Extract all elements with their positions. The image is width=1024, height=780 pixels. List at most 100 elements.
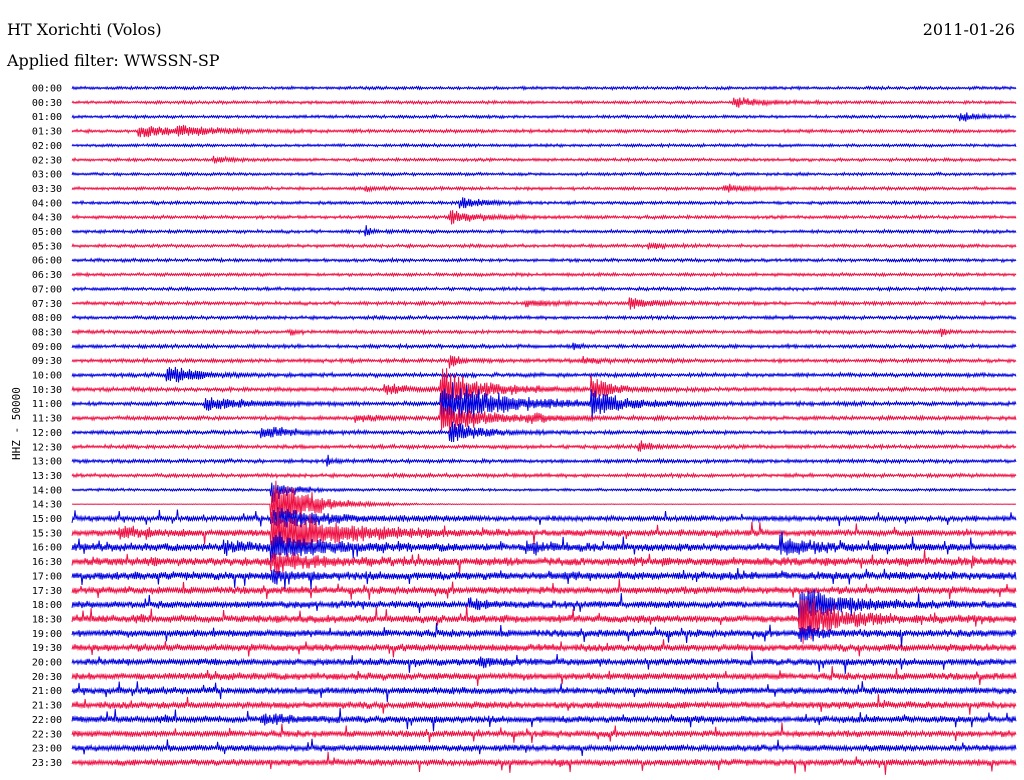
time-tick-label: 20:00 <box>32 658 62 669</box>
trace-line <box>71 482 1017 503</box>
time-tick-label: 07:30 <box>32 299 62 310</box>
trace-line <box>71 530 1017 563</box>
trace-line <box>71 666 1017 687</box>
time-tick-label: 21:00 <box>32 686 62 697</box>
trace-line <box>71 124 1017 138</box>
trace-line <box>71 708 1017 732</box>
time-tick-label: 12:00 <box>32 428 62 439</box>
time-tick-label: 10:30 <box>32 385 62 396</box>
time-tick-label: 00:00 <box>32 84 62 95</box>
time-tick-label: 10:00 <box>32 371 62 382</box>
time-tick-label: 07:00 <box>32 284 62 295</box>
trace-line <box>71 402 1017 434</box>
trace-line <box>71 225 1017 237</box>
time-tick-label: 09:00 <box>32 342 62 353</box>
trace-line <box>71 598 1017 644</box>
trace-line <box>71 314 1017 321</box>
time-tick-label: 12:30 <box>32 442 62 453</box>
time-tick-label: 15:00 <box>32 514 62 525</box>
time-tick-label: 18:00 <box>32 600 62 611</box>
trace-line <box>71 421 1017 443</box>
time-tick-label: 06:30 <box>32 270 62 281</box>
time-tick-label: 02:30 <box>32 155 62 166</box>
trace-line <box>71 507 1017 528</box>
trace-line <box>71 651 1017 674</box>
trace-line <box>71 471 1017 480</box>
trace-line <box>71 285 1017 293</box>
trace-line <box>71 480 1017 529</box>
trace-line <box>71 568 1017 590</box>
time-tick-label: 05:00 <box>32 227 62 238</box>
trace-line <box>71 155 1017 164</box>
trace-line <box>71 751 1017 775</box>
time-tick-label: 23:00 <box>32 744 62 755</box>
time-tick-label: 13:00 <box>32 457 62 468</box>
trace-line <box>71 112 1017 122</box>
time-tick-label: 22:30 <box>32 729 62 740</box>
time-tick-label: 15:30 <box>32 528 62 539</box>
trace-line <box>71 170 1017 178</box>
time-tick-label: 19:30 <box>32 643 62 654</box>
trace-line <box>71 183 1017 193</box>
trace-line <box>71 549 1017 575</box>
time-tick-label: 01:00 <box>32 112 62 123</box>
time-tick-label: 02:00 <box>32 141 62 152</box>
time-tick-label: 08:30 <box>32 327 62 338</box>
time-tick-label: 06:00 <box>32 256 62 267</box>
time-tick-label: 19:00 <box>32 629 62 640</box>
time-tick-label: 13:30 <box>32 471 62 482</box>
trace-line <box>71 588 1017 623</box>
time-tick-label: 05:30 <box>32 241 62 252</box>
filter-label: Applied filter: WWSSN-SP <box>7 51 220 70</box>
trace-line <box>71 722 1017 744</box>
date-label: 2011-01-26 <box>922 20 1015 39</box>
time-tick-label: 11:00 <box>32 399 62 410</box>
time-tick-label: 09:30 <box>32 356 62 367</box>
trace-line <box>71 639 1017 658</box>
time-tick-label: 03:00 <box>32 170 62 181</box>
time-tick-label: 03:30 <box>32 184 62 195</box>
trace-line <box>71 355 1017 369</box>
trace-line <box>71 368 1017 405</box>
time-tick-label: 20:30 <box>32 672 62 683</box>
trace-line <box>71 197 1017 209</box>
trace-line <box>71 382 1017 423</box>
time-tick-label: 18:30 <box>32 614 62 625</box>
time-tick-label: 11:30 <box>32 414 62 425</box>
trace-line <box>71 366 1017 383</box>
time-tick-label: 21:30 <box>32 701 62 712</box>
trace-line <box>71 578 1017 600</box>
trace-line <box>71 622 1017 647</box>
trace-line <box>71 694 1017 715</box>
trace-line <box>71 97 1017 108</box>
time-tick-label: 04:30 <box>32 213 62 224</box>
time-tick-label: 17:00 <box>32 571 62 582</box>
trace-line <box>71 327 1017 337</box>
time-tick-label: 22:00 <box>32 715 62 726</box>
trace-line <box>71 271 1017 278</box>
time-tick-label: 01:30 <box>32 127 62 138</box>
trace-line <box>71 440 1017 452</box>
time-tick-label: 17:30 <box>32 586 62 597</box>
time-tick-label: 16:30 <box>32 557 62 568</box>
time-tick-label: 23:30 <box>32 758 62 769</box>
trace-line <box>71 256 1017 264</box>
time-tick-label: 14:00 <box>32 485 62 496</box>
time-tick-label: 00:30 <box>32 98 62 109</box>
trace-line <box>71 142 1017 149</box>
trace-line <box>71 738 1017 757</box>
trace-line <box>71 454 1017 467</box>
trace-line <box>71 241 1017 251</box>
time-tick-label: 08:00 <box>32 313 62 324</box>
trace-line <box>71 85 1017 92</box>
time-tick-label: 04:00 <box>32 198 62 209</box>
trace-line <box>71 509 1017 557</box>
trace-line <box>71 342 1017 351</box>
time-tick-label: 14:30 <box>32 500 62 511</box>
trace-line <box>71 297 1017 310</box>
trace-line <box>71 681 1017 703</box>
station-title: HT Xorichti (Volos) <box>7 20 162 39</box>
time-tick-label: 16:00 <box>32 543 62 554</box>
trace-line <box>71 210 1017 225</box>
